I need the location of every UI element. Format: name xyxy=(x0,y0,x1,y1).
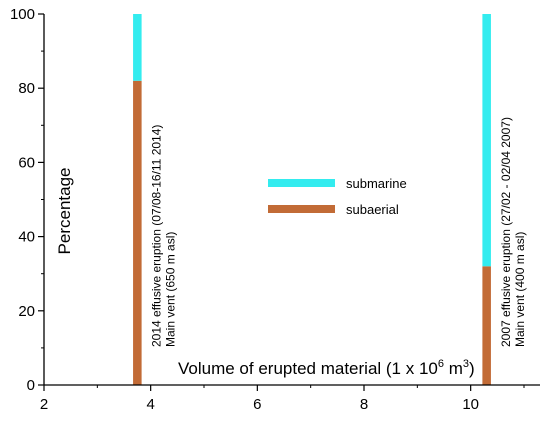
x-tick-label-6: 6 xyxy=(253,396,261,413)
bar-annotation-line2-1: Main vent (400 m asl) xyxy=(513,232,527,347)
legend-swatch-submarine xyxy=(268,179,335,187)
y-tick-label-60: 60 xyxy=(18,154,35,171)
bar-subaerial-1 xyxy=(482,266,491,385)
y-tick-label-0: 0 xyxy=(27,377,35,394)
bar-annotation-1: 2007 effusive eruption (27/02 - 02/04 20… xyxy=(499,117,527,347)
legend-swatch-subaerial xyxy=(268,205,335,213)
bar-submarine-1 xyxy=(482,14,491,267)
x-axis-title: Volume of erupted material (1 x 106 m3) xyxy=(178,358,475,378)
y-tick-label-80: 80 xyxy=(18,80,35,97)
x-tick-label-2: 2 xyxy=(40,396,48,413)
x-axis-title-exponent: 6 xyxy=(438,358,444,370)
annotations-layer: 2014 effusive eruption (07/08-16/11 2014… xyxy=(150,117,527,347)
legend-label-submarine: submarine xyxy=(346,176,407,191)
legend-label-subaerial: subaerial xyxy=(346,202,399,217)
x-tick-label-10: 10 xyxy=(462,396,479,413)
legend: submarine subaerial xyxy=(268,176,407,217)
x-tick-label-4: 4 xyxy=(146,396,154,413)
y-tick-label-20: 20 xyxy=(18,303,35,320)
bar-subaerial-0 xyxy=(133,80,142,385)
x-axis-title-unit-exponent: 3 xyxy=(463,358,469,370)
y-tick-label-40: 40 xyxy=(18,229,35,246)
y-axis-title: Percentage xyxy=(55,168,74,255)
bar-annotation-line1-0: 2014 effusive eruption (07/08-16/11 2014… xyxy=(150,125,164,347)
x-axis-title-unit: m xyxy=(444,359,463,378)
bar-annotation-line1-1: 2007 effusive eruption (27/02 - 02/04 20… xyxy=(499,117,513,347)
bar-annotation-0: 2014 effusive eruption (07/08-16/11 2014… xyxy=(150,125,178,347)
y-tick-label-100: 100 xyxy=(10,6,35,23)
x-axis-title-main: Volume of erupted material (1 x 10 xyxy=(178,359,438,378)
x-tick-label-8: 8 xyxy=(360,396,368,413)
bars-layer xyxy=(133,14,491,385)
bar-annotation-line2-0: Main vent (650 m asl) xyxy=(164,232,178,347)
bar-submarine-0 xyxy=(133,14,142,81)
x-axis-title-close: ) xyxy=(469,359,475,378)
axes-layer: 0 20 40 60 80 100 2 4 6 8 10 xyxy=(10,6,540,413)
